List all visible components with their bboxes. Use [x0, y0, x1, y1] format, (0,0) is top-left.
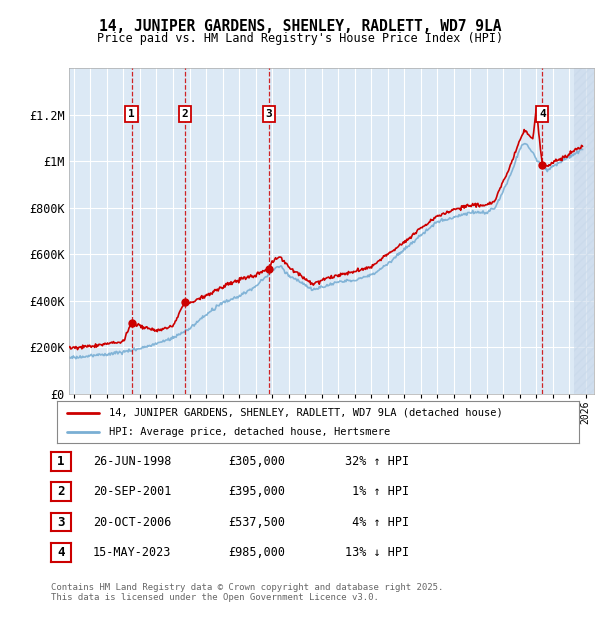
Text: HPI: Average price, detached house, Hertsmere: HPI: Average price, detached house, Hert…	[109, 427, 391, 437]
Text: 2: 2	[182, 108, 188, 119]
Text: 4: 4	[539, 108, 546, 119]
Text: Contains HM Land Registry data © Crown copyright and database right 2025.
This d: Contains HM Land Registry data © Crown c…	[51, 583, 443, 602]
Text: 20-OCT-2006: 20-OCT-2006	[93, 516, 172, 528]
Text: 26-JUN-1998: 26-JUN-1998	[93, 455, 172, 467]
Text: Price paid vs. HM Land Registry's House Price Index (HPI): Price paid vs. HM Land Registry's House …	[97, 32, 503, 45]
Text: 13% ↓ HPI: 13% ↓ HPI	[345, 546, 409, 559]
Text: 32% ↑ HPI: 32% ↑ HPI	[345, 455, 409, 467]
Text: 14, JUNIPER GARDENS, SHENLEY, RADLETT, WD7 9LA (detached house): 14, JUNIPER GARDENS, SHENLEY, RADLETT, W…	[109, 407, 503, 417]
Text: £395,000: £395,000	[228, 485, 285, 498]
Text: 4: 4	[57, 546, 65, 559]
Text: £305,000: £305,000	[228, 455, 285, 467]
Text: 3: 3	[265, 108, 272, 119]
Text: £985,000: £985,000	[228, 546, 285, 559]
Text: 15-MAY-2023: 15-MAY-2023	[93, 546, 172, 559]
Text: £537,500: £537,500	[228, 516, 285, 528]
Text: 2: 2	[57, 485, 65, 498]
Text: 3: 3	[57, 516, 65, 528]
Text: 1% ↑ HPI: 1% ↑ HPI	[345, 485, 409, 498]
Text: 4% ↑ HPI: 4% ↑ HPI	[345, 516, 409, 528]
Bar	[574, 68, 594, 394]
Text: 1: 1	[128, 108, 135, 119]
Text: 20-SEP-2001: 20-SEP-2001	[93, 485, 172, 498]
Text: 14, JUNIPER GARDENS, SHENLEY, RADLETT, WD7 9LA: 14, JUNIPER GARDENS, SHENLEY, RADLETT, W…	[99, 19, 501, 34]
Text: 1: 1	[57, 455, 65, 467]
